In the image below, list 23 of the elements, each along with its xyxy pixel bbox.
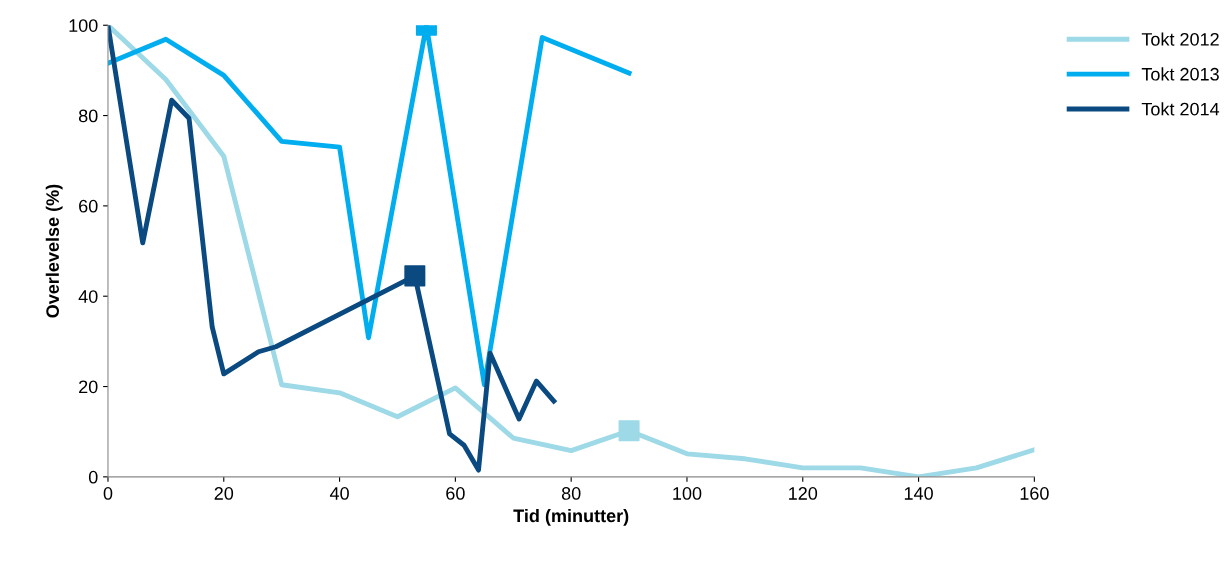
legend-label: Tokt 2012	[1141, 32, 1219, 46]
x-tick-label: 100	[673, 487, 702, 500]
x-tick-label: 40	[329, 487, 349, 500]
y-tick-label: 80	[78, 109, 98, 123]
y-tick-label: 40	[78, 290, 98, 303]
y-axis-title: Overlevelse (%)	[45, 184, 63, 318]
line-series	[107, 25, 557, 473]
legend-label: Tokt 2013	[1141, 67, 1219, 81]
point	[618, 420, 640, 442]
legend-label: Tokt 2014	[1141, 102, 1220, 116]
point	[404, 265, 426, 287]
x-tick-label: 60	[446, 487, 465, 500]
x-axis-title: Tid (minutter)	[513, 508, 629, 526]
x-tick-label: 80	[561, 487, 581, 500]
x-tick-label: 120	[789, 487, 818, 500]
x-tick-label: 20	[214, 487, 234, 500]
y-tick-label: 20	[79, 380, 98, 394]
x-tick-label: 0	[103, 487, 113, 500]
x-tick-label: 140	[904, 487, 933, 500]
x-tick-label: 160	[1020, 487, 1049, 500]
y-tick-label: 60	[79, 199, 98, 213]
y-tick-label: 100	[69, 19, 98, 32]
y-tick-label: 0	[88, 470, 98, 484]
